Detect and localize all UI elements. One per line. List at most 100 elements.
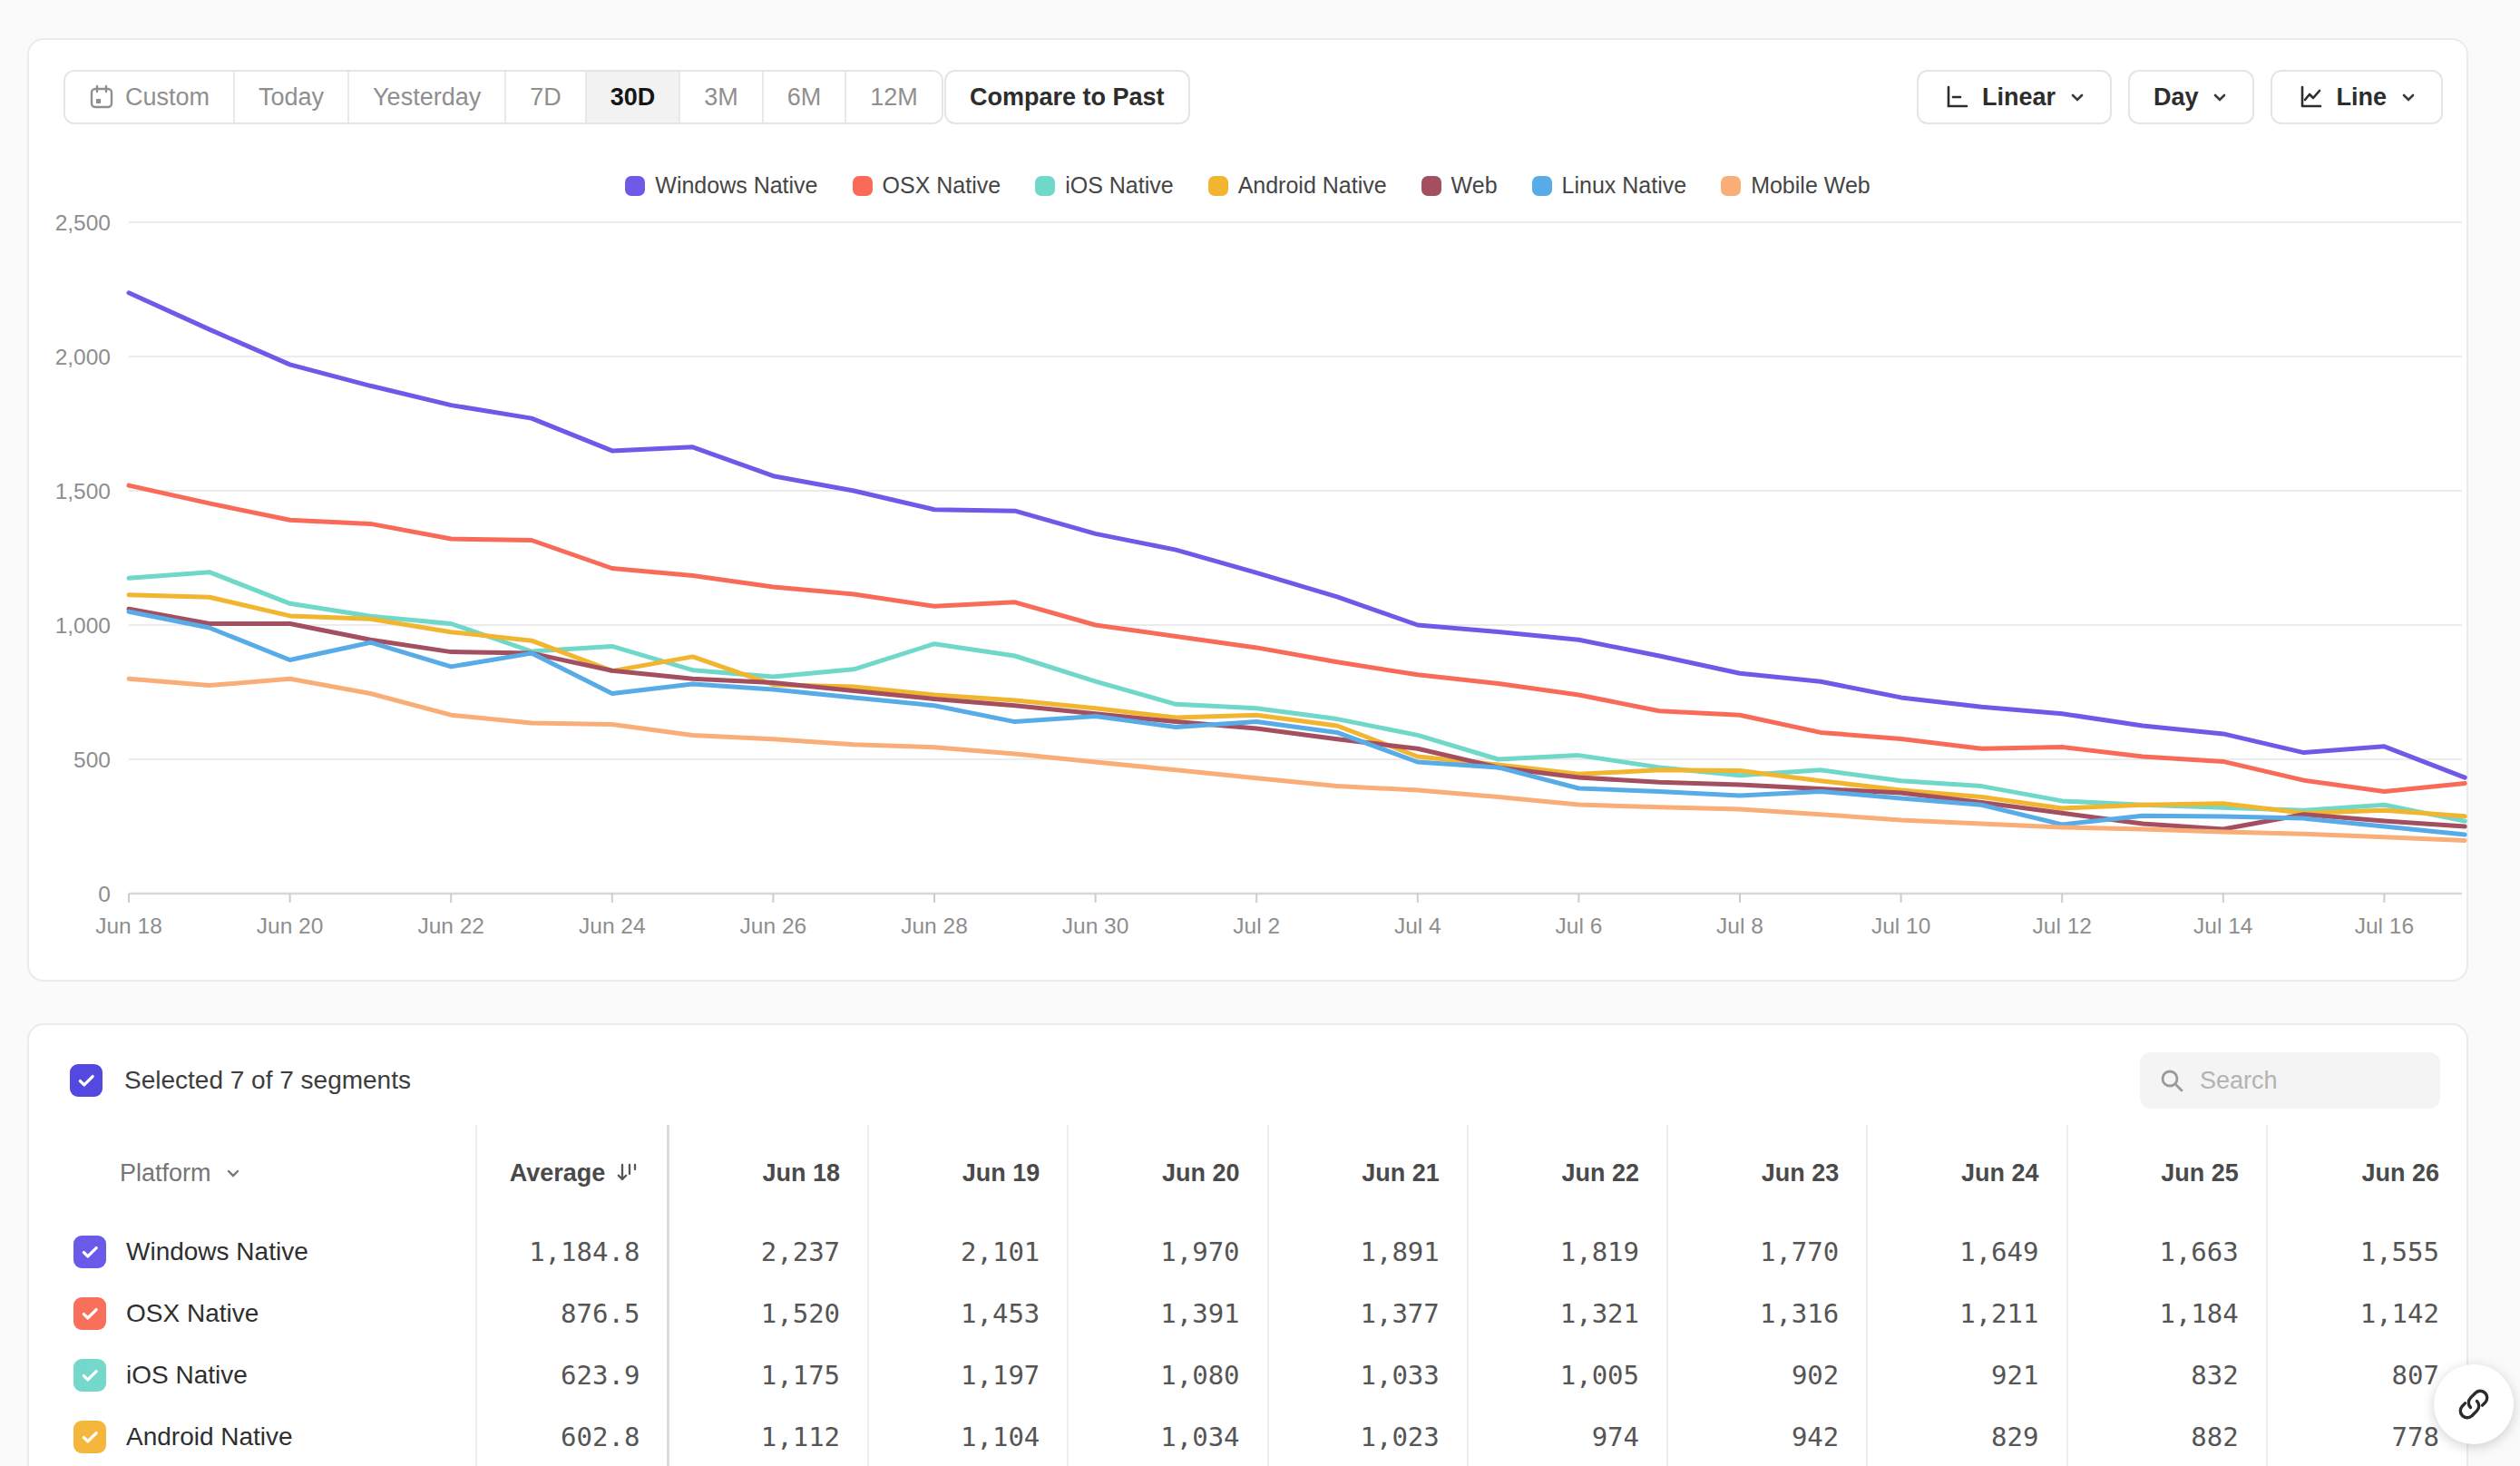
cell-value: 1,142 <box>2267 1283 2466 1344</box>
legend-item[interactable]: iOS Native <box>1035 172 1173 199</box>
range-today[interactable]: Today <box>233 72 347 122</box>
selected-segments-label: Selected 7 of 7 segments <box>124 1066 411 1095</box>
search-input[interactable]: Search <box>2140 1052 2440 1109</box>
cell-value: 1,891 <box>1268 1221 1468 1283</box>
svg-text:Jul 14: Jul 14 <box>2193 914 2252 938</box>
chart-card: Custom Today Yesterday 7D 30D 3M 6M 12M … <box>27 38 2468 982</box>
linear-axis-icon <box>1942 83 1969 111</box>
cell-value: 1,211 <box>1867 1283 2066 1344</box>
legend-swatch <box>1035 176 1055 196</box>
select-all-checkbox[interactable] <box>70 1064 103 1097</box>
legend-item[interactable]: OSX Native <box>853 172 1001 199</box>
cell-value: 2,101 <box>868 1221 1068 1283</box>
platform-name: Windows Native <box>126 1237 308 1266</box>
column-header: Jun 24 <box>1867 1125 2066 1221</box>
column-header: Jun 23 <box>1667 1125 1867 1221</box>
legend-item[interactable]: Windows Native <box>625 172 817 199</box>
legend-swatch <box>1532 176 1552 196</box>
legend-swatch <box>1421 176 1441 196</box>
cell-value: 1,321 <box>1468 1283 1667 1344</box>
cell-value: 2,237 <box>669 1221 868 1283</box>
column-header: Jun 18 <box>669 1125 868 1221</box>
row-checkbox[interactable] <box>73 1297 106 1330</box>
cell-value: 921 <box>1867 1344 2066 1406</box>
svg-text:Jul 4: Jul 4 <box>1394 914 1441 938</box>
column-header: Jun 22 <box>1468 1125 1667 1221</box>
share-link-button[interactable] <box>2434 1364 2514 1444</box>
range-30d[interactable]: 30D <box>585 72 679 122</box>
row-checkbox[interactable] <box>73 1236 106 1268</box>
cell-value: 1,080 <box>1068 1344 1267 1406</box>
segments-table-card: Selected 7 of 7 segments Search Platform… <box>27 1023 2468 1466</box>
chevron-down-icon <box>224 1164 242 1182</box>
cell-value: 1,520 <box>669 1283 868 1344</box>
svg-text:500: 500 <box>73 748 111 772</box>
compare-to-past-button[interactable]: Compare to Past <box>944 70 1190 124</box>
legend-item[interactable]: Mobile Web <box>1721 172 1870 199</box>
row-checkbox[interactable] <box>73 1421 106 1453</box>
platform-name: Android Native <box>126 1422 293 1451</box>
range-7d[interactable]: 7D <box>504 72 585 122</box>
column-header: Jun 19 <box>868 1125 1068 1221</box>
scale-select[interactable]: Linear <box>1917 70 2112 124</box>
cell-value: 1,377 <box>1268 1283 1468 1344</box>
range-label: Custom <box>125 83 210 112</box>
column-header: Jun 26 <box>2267 1125 2466 1221</box>
cell-value: 974 <box>1468 1406 1667 1466</box>
table-row: Windows Native 1,184.82,2372,1011,9701,89… <box>29 1221 2466 1283</box>
chevron-down-icon <box>2399 88 2417 106</box>
svg-text:Jul 2: Jul 2 <box>1233 914 1280 938</box>
range-custom[interactable]: Custom <box>65 72 233 122</box>
svg-text:Jun 30: Jun 30 <box>1062 914 1129 938</box>
cell-value: 1,316 <box>1667 1283 1867 1344</box>
cell-value: 1,770 <box>1667 1221 1867 1283</box>
cell-value: 1,175 <box>669 1344 868 1406</box>
cell-value: 1,197 <box>868 1344 1068 1406</box>
cell-value: 902 <box>1667 1344 1867 1406</box>
cell-value: 1,663 <box>2067 1221 2267 1283</box>
cell-value: 1,391 <box>1068 1283 1267 1344</box>
cell-value: 882 <box>2067 1406 2267 1466</box>
chart-type-select[interactable]: Line <box>2271 70 2443 124</box>
row-checkbox[interactable] <box>73 1359 106 1392</box>
line-chart-icon <box>2296 83 2323 111</box>
range-3m[interactable]: 3M <box>679 72 762 122</box>
average-value: 1,184.8 <box>476 1221 668 1283</box>
legend-swatch <box>1208 176 1228 196</box>
interval-select[interactable]: Day <box>2128 70 2255 124</box>
legend-item[interactable]: Android Native <box>1208 172 1387 199</box>
cell-value: 832 <box>2067 1344 2267 1406</box>
search-icon <box>2158 1067 2185 1094</box>
legend-swatch <box>853 176 873 196</box>
cell-value: 1,819 <box>1468 1221 1667 1283</box>
cell-value: 1,112 <box>669 1406 868 1466</box>
table-row: OSX Native876.51,5201,4531,3911,3771,321… <box>29 1283 2466 1344</box>
range-yesterday[interactable]: Yesterday <box>347 72 504 122</box>
svg-text:1,000: 1,000 <box>55 613 111 638</box>
search-placeholder: Search <box>2200 1067 2278 1095</box>
sort-descending-icon <box>616 1161 640 1185</box>
svg-text:Jul 10: Jul 10 <box>1871 914 1930 938</box>
cell-value: 829 <box>1867 1406 2066 1466</box>
svg-text:Jul 6: Jul 6 <box>1556 914 1603 938</box>
table-row: Android Native602.81,1121,1041,0341,0239… <box>29 1406 2466 1466</box>
cell-value: 1,649 <box>1867 1221 2066 1283</box>
average-value: 623.9 <box>476 1344 668 1406</box>
svg-text:2,500: 2,500 <box>55 210 111 235</box>
legend-swatch <box>625 176 645 196</box>
cell-value: 1,023 <box>1268 1406 1468 1466</box>
cell-value: 1,970 <box>1068 1221 1267 1283</box>
svg-text:Jul 12: Jul 12 <box>2033 914 2092 938</box>
legend-item[interactable]: Linux Native <box>1532 172 1687 199</box>
link-icon <box>2456 1386 2492 1422</box>
legend-item[interactable]: Web <box>1421 172 1498 199</box>
column-header: Jun 21 <box>1268 1125 1468 1221</box>
cell-value: 1,555 <box>2267 1221 2466 1283</box>
date-range-control: Custom Today Yesterday 7D 30D 3M 6M 12M <box>63 70 943 124</box>
svg-text:Jun 24: Jun 24 <box>579 914 646 938</box>
range-12m[interactable]: 12M <box>845 72 942 122</box>
calendar-icon <box>89 84 114 110</box>
column-header[interactable]: Average <box>476 1125 668 1221</box>
range-6m[interactable]: 6M <box>762 72 845 122</box>
column-header[interactable]: Platform <box>29 1125 476 1221</box>
